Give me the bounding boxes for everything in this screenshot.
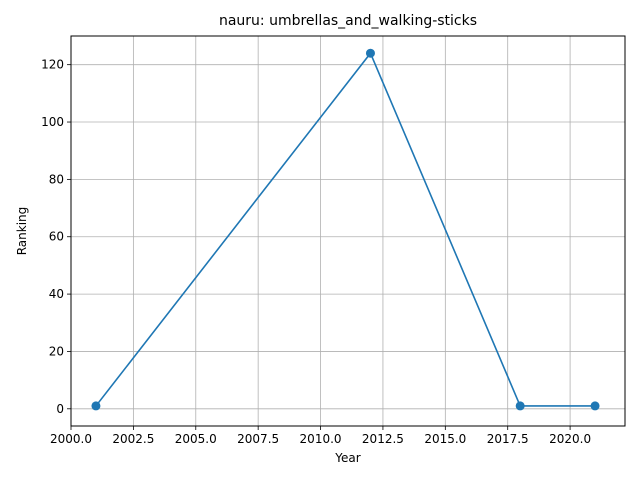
x-tick-label: 2007.5 — [237, 432, 279, 446]
data-point — [515, 401, 525, 411]
gridlines — [70, 36, 625, 426]
series-line — [95, 51, 596, 407]
y-tick-label: 60 — [49, 230, 64, 244]
x-axis-label: Year — [334, 451, 360, 465]
x-axis-ticks: 2000.0 2002.5 2005.0 2007.5 2010.0 2012.5 2015… — [50, 426, 591, 446]
x-tick-label: 2010.0 — [300, 432, 342, 446]
x-tick-label: 2015.0 — [424, 432, 466, 446]
y-tick-label: 120 — [41, 58, 64, 72]
x-tick-label: 2020.0 — [549, 432, 591, 446]
y-tick-label: 40 — [49, 287, 64, 301]
chart-title: nauru: umbrellas_and_walking-sticks — [219, 13, 477, 29]
x-tick-label: 2000.0 — [50, 432, 92, 446]
y-tick-label: 20 — [49, 344, 64, 358]
x-tick-label: 2005.0 — [175, 432, 217, 446]
data-point — [590, 401, 600, 411]
data-point — [365, 48, 375, 58]
data-point — [91, 401, 101, 411]
y-tick-label: 0 — [56, 402, 64, 416]
y-tick-label: 80 — [49, 172, 64, 186]
y-axis-label: Ranking — [15, 207, 29, 256]
x-tick-label: 2012.5 — [362, 432, 404, 446]
x-tick-label: 2002.5 — [112, 432, 154, 446]
plot-frame — [70, 35, 626, 427]
y-tick-label: 100 — [41, 115, 64, 129]
y-axis-ticks: 0 20 40 60 80 100 120 — [41, 58, 71, 416]
x-tick-label: 2017.5 — [487, 432, 529, 446]
plot-area — [71, 36, 625, 426]
data-series — [91, 48, 600, 411]
